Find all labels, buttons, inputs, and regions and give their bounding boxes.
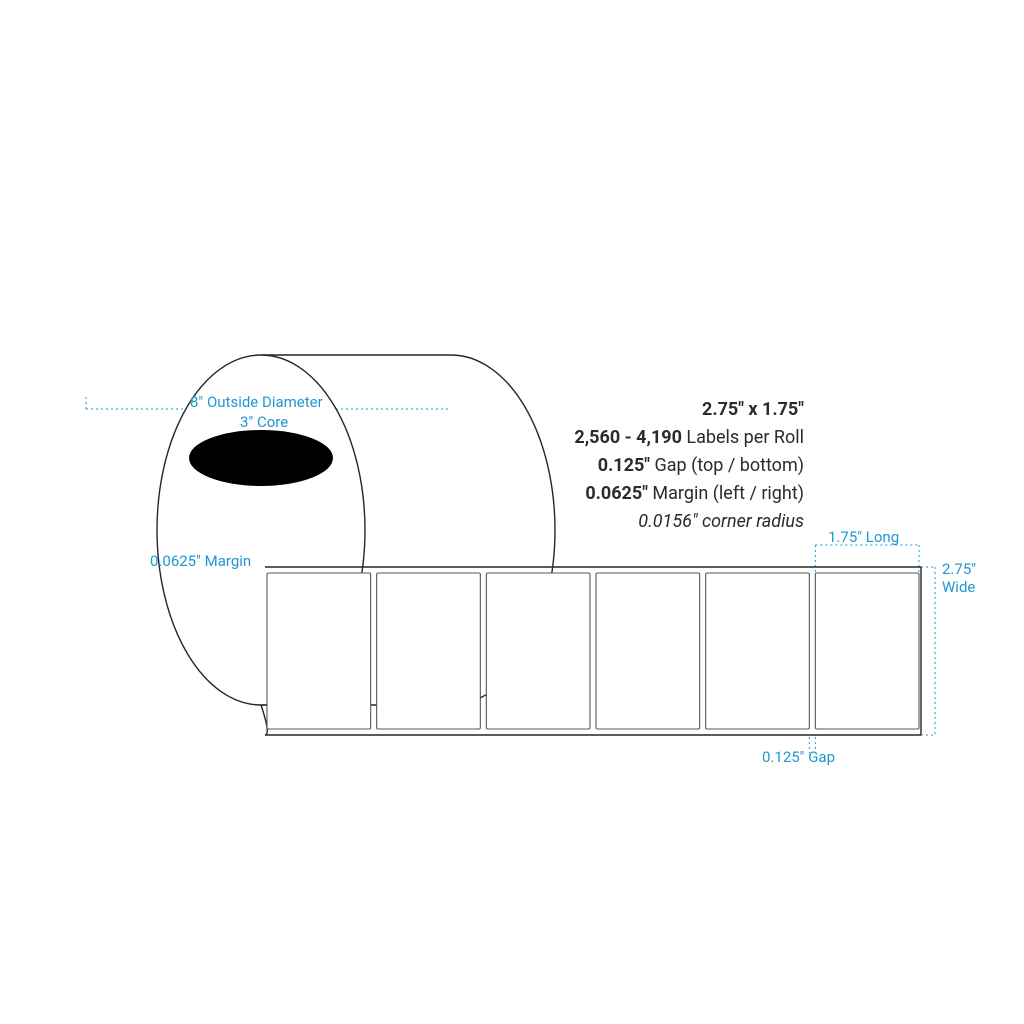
spec-radius: 0.0156" corner radius: [464, 508, 804, 536]
dim-outside-diameter: 8" Outside Diameter: [190, 393, 323, 411]
dim-wide-1: 2.75": [942, 560, 976, 578]
spec-gap: 0.125" Gap (top / bottom): [464, 452, 804, 480]
dim-gap: 0.125" Gap: [762, 748, 835, 766]
dim-margin: 0.0625" Margin: [150, 552, 251, 570]
spec-qty: 2,560 - 4,190 Labels per Roll: [464, 424, 804, 452]
spec-block: 2.75" x 1.75" 2,560 - 4,190 Labels per R…: [464, 396, 804, 535]
dim-core: 3" Core: [240, 413, 288, 431]
dim-long: 1.75" Long: [828, 528, 899, 546]
spec-size: 2.75" x 1.75": [464, 396, 804, 424]
diagram-stage: 2.75" x 1.75" 2,560 - 4,190 Labels per R…: [0, 0, 1024, 1024]
dim-wide-2: Wide: [942, 578, 975, 596]
spec-margin: 0.0625" Margin (left / right): [464, 480, 804, 508]
